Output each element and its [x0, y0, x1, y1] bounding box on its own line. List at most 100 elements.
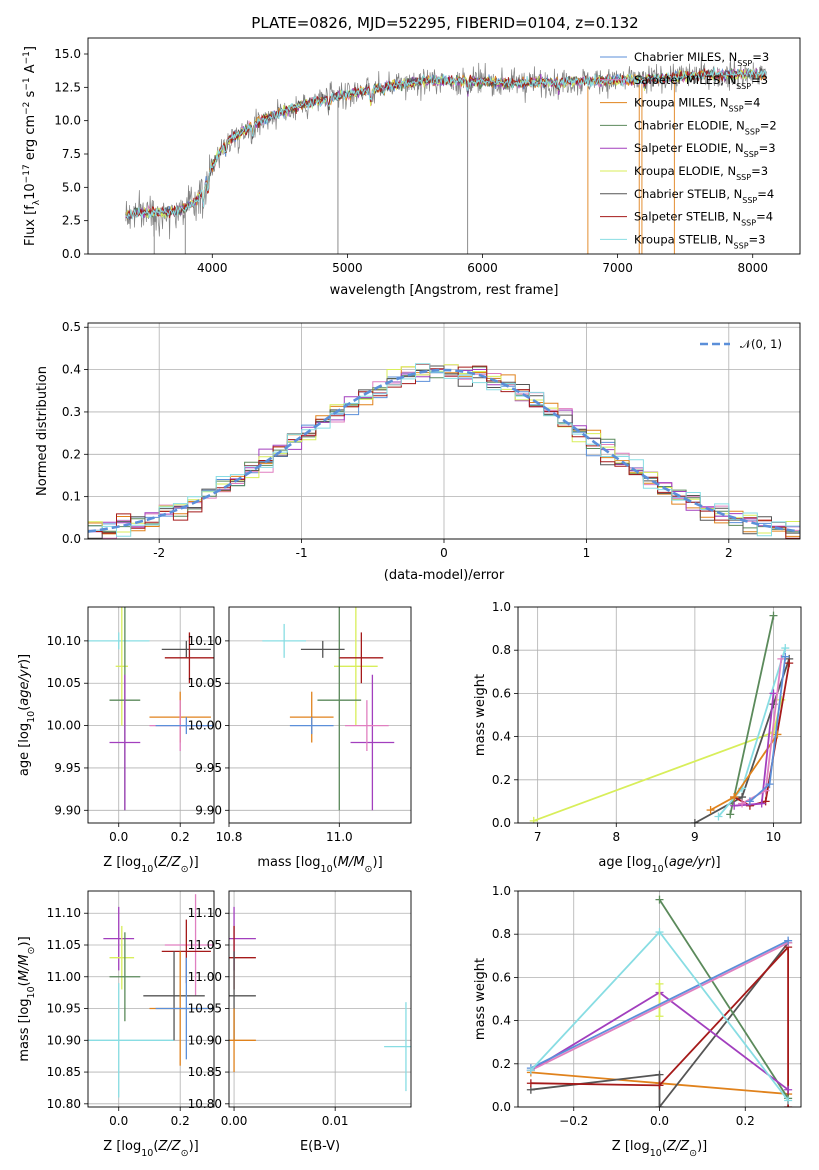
y-tick-label: 0.5	[62, 320, 81, 334]
y-tick-label: 0.4	[62, 363, 81, 377]
y-tick-label: 15.0	[54, 47, 81, 61]
axis-label: age [log10(age/yr)]	[17, 654, 37, 776]
data-point-marker	[655, 979, 664, 988]
plot-area	[526, 895, 793, 1107]
x-tick-label: 2	[725, 546, 733, 560]
legend-label: Kroupa ELODIE, NSSP=3	[634, 164, 768, 182]
data-point-marker	[655, 1012, 664, 1021]
x-tick-label: 10	[766, 830, 781, 844]
y-tick-label: 10.80	[188, 1097, 222, 1111]
data-point-marker	[655, 1103, 664, 1107]
x-tick-label: 0	[440, 546, 448, 560]
data-point-marker	[765, 780, 774, 789]
y-tick-label: 10.85	[188, 1065, 222, 1079]
y-tick-label: 10.05	[188, 676, 222, 690]
y-tick-label: 10.0	[54, 114, 81, 128]
mass-vs-z-panel: 0.0 0.2 10.80 10.85 10.90 10.95 11.00 11.05 11.1…	[17, 890, 215, 1159]
axis-label: mass [log10(M/M⊙)]	[257, 855, 382, 875]
y-tick-label: 0.0	[62, 247, 81, 261]
x-tick-label: -1	[296, 546, 308, 560]
plot-area	[229, 906, 411, 1092]
y-tick-label: 0.0	[492, 1100, 511, 1114]
legend-label: Salpeter STELIB, NSSP=4	[634, 210, 773, 228]
x-tick-label: 8	[612, 830, 620, 844]
x-tick-label: 7	[534, 830, 542, 844]
residual-histogram-panel: -2 -1 0 1 2 0.0 0.1 0.2 0.3 0.4 0.5 (data-model)/er…	[35, 320, 801, 583]
x-tick-label: 11.0	[326, 830, 353, 844]
y-tick-label: 2.5	[62, 214, 81, 228]
axis-label: age [log10(age/yr)]	[598, 855, 720, 875]
data-point-marker	[655, 1081, 664, 1090]
data-point-marker	[526, 1066, 535, 1075]
y-tick-label: 0.8	[492, 643, 511, 657]
y-tick-label: 0.6	[492, 970, 511, 984]
axis-label: Flux [fλ10−17 erg cm−2 s−1 A−1]	[22, 46, 42, 246]
normal-curve	[88, 368, 800, 533]
data-point-marker	[757, 799, 766, 808]
axes-frame	[87, 37, 801, 255]
y-tick-label: 9.90	[54, 803, 81, 817]
series-line-chabrier-stelib	[530, 942, 789, 1107]
x-tick-label: 5000	[332, 261, 363, 275]
x-tick-label: 0.01	[322, 1114, 349, 1128]
axis-label: Normed distribution	[35, 366, 50, 496]
plot-area	[88, 607, 214, 811]
y-tick-label: 10.10	[47, 634, 81, 648]
series-line-chabrier-elodie	[729, 615, 775, 815]
plot-area	[88, 363, 800, 539]
data-point-marker	[726, 810, 735, 819]
data-point-marker	[526, 1079, 535, 1088]
y-tick-label: 0.2	[492, 773, 511, 787]
axes-frame	[87, 606, 215, 824]
axes-frame	[517, 890, 802, 1108]
x-tick-label: 1	[583, 546, 591, 560]
mass-vs-ebv-panel: 0.00 0.01 10.80 10.85 10.90 10.95 11.00 11.05 11…	[188, 890, 412, 1154]
data-point-marker	[769, 611, 778, 620]
data-point-marker	[714, 812, 723, 821]
y-tick-label: 11.05	[47, 938, 81, 952]
x-tick-label: −0.2	[559, 1114, 588, 1128]
x-tick-label: 8000	[737, 261, 768, 275]
figure-title: PLATE=0826, MJD=52295, FIBERID=0104, z=0…	[251, 14, 638, 32]
x-tick-label: 10.8	[216, 830, 243, 844]
y-tick-label: 10.85	[47, 1065, 81, 1079]
plot-area	[125, 56, 767, 254]
series-line-chabrier-elodie	[658, 899, 789, 1099]
y-tick-label: 0.1	[62, 490, 81, 504]
axis-label: Z [log10(Z/Z⊙)]	[103, 855, 198, 875]
x-tick-label: 0.2	[171, 830, 190, 844]
y-tick-label: 0.4	[492, 730, 511, 744]
x-tick-label: -2	[153, 546, 165, 560]
plot-area	[529, 611, 794, 823]
age-vs-mass-panel: 10.8 11.0 9.90 9.95 10.00 10.05 10.10 mass [log…	[188, 606, 412, 875]
y-tick-label: 11.10	[47, 906, 81, 920]
y-tick-label: 12.5	[54, 80, 81, 94]
data-point-marker	[529, 816, 538, 823]
data-point-marker	[777, 695, 786, 704]
data-point-marker	[784, 936, 793, 945]
x-tick-label: 6000	[467, 261, 498, 275]
legend-label: Salpeter MILES, NSSP=3	[634, 73, 768, 91]
data-point-marker	[769, 689, 778, 698]
y-tick-label: 10.00	[47, 719, 81, 733]
plot-area	[88, 894, 214, 1098]
axes-frame	[228, 606, 412, 824]
y-tick-label: 10.90	[47, 1033, 81, 1047]
y-tick-label: 0.8	[492, 927, 511, 941]
data-point-marker	[785, 659, 794, 668]
y-tick-label: 10.90	[188, 1033, 222, 1047]
y-tick-label: 7.5	[62, 147, 81, 161]
data-point-marker	[738, 799, 747, 808]
y-tick-label: 0.0	[62, 532, 81, 546]
y-tick-label: 10.05	[47, 676, 81, 690]
axes-frame	[87, 322, 801, 540]
legend-label: Salpeter ELODIE, NSSP=3	[634, 141, 776, 159]
model-line-kroupa-stelib	[125, 67, 767, 220]
data-point-marker	[655, 928, 664, 937]
data-point-marker	[773, 730, 782, 739]
data-point-marker	[655, 1070, 664, 1079]
x-tick-label: 9	[691, 830, 699, 844]
axes-frame	[228, 890, 412, 1108]
plot-area	[262, 607, 395, 811]
x-tick-label: 0.2	[171, 1114, 190, 1128]
